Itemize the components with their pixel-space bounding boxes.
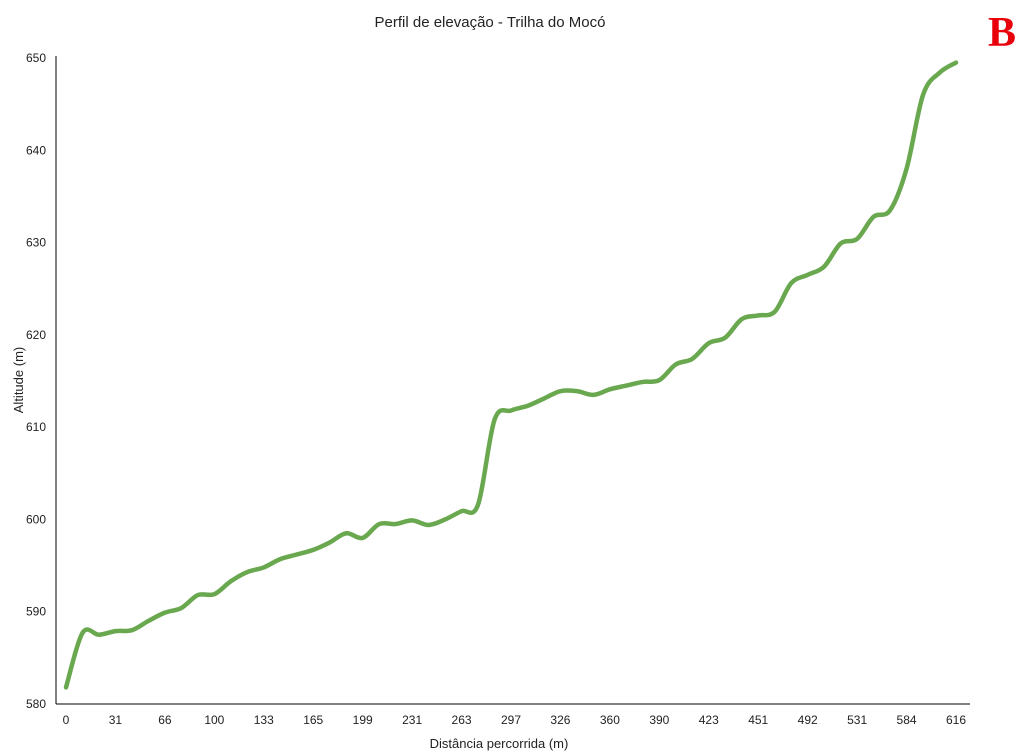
x-tick-label: 165: [303, 713, 323, 727]
x-tick-label: 199: [353, 713, 373, 727]
y-tick-label: 630: [26, 236, 46, 250]
x-tick-label: 390: [649, 713, 669, 727]
chart-title: Perfil de elevação - Trilha do Mocó: [375, 14, 606, 31]
x-tick-label: 0: [63, 713, 70, 727]
y-axis-ticks: 580 590 600 610 620 630 640 650: [26, 51, 46, 711]
y-tick-label: 590: [26, 605, 46, 619]
y-tick-label: 620: [26, 328, 46, 342]
x-axis-label: Distância percorrida (m): [430, 736, 569, 751]
x-tick-label: 297: [501, 713, 521, 727]
y-tick-label: 600: [26, 512, 46, 526]
x-tick-label: 423: [699, 713, 719, 727]
x-tick-label: 492: [798, 713, 818, 727]
x-tick-label: 326: [550, 713, 570, 727]
elevation-series-line: [63, 60, 959, 690]
x-tick-label: 231: [402, 713, 422, 727]
y-tick-label: 640: [26, 143, 46, 157]
x-tick-label: 31: [109, 713, 123, 727]
panel-label: B: [988, 10, 1016, 56]
x-tick-label: 616: [946, 713, 966, 727]
x-tick-label: 100: [204, 713, 224, 727]
x-tick-label: 66: [158, 713, 172, 727]
x-tick-label: 531: [847, 713, 867, 727]
x-tick-label: 584: [897, 713, 917, 727]
y-tick-label: 580: [26, 697, 46, 711]
y-axis-label: Altitude (m): [11, 347, 26, 413]
x-axis-ticks: 0 31 66 100 133 165 199 231 263 297 326 360 390 423 45…: [63, 713, 967, 727]
x-tick-label: 263: [452, 713, 472, 727]
y-tick-label: 650: [26, 51, 46, 65]
x-tick-label: 133: [254, 713, 274, 727]
x-tick-label: 451: [748, 713, 768, 727]
x-tick-label: 360: [600, 713, 620, 727]
y-tick-label: 610: [26, 420, 46, 434]
